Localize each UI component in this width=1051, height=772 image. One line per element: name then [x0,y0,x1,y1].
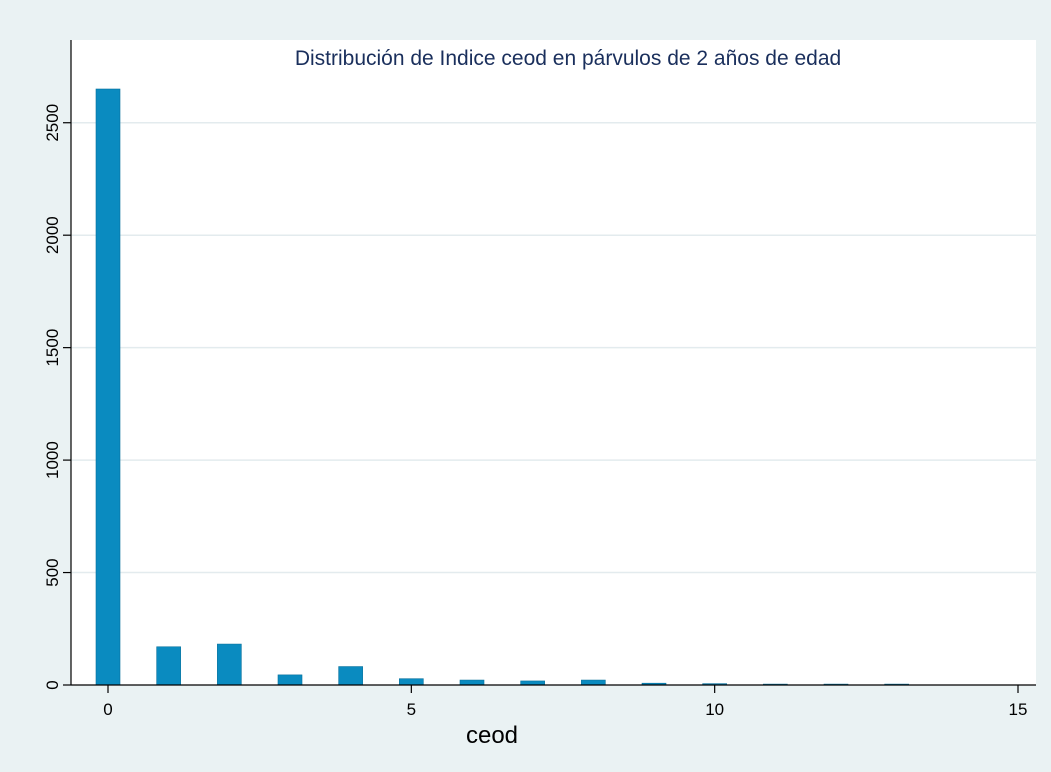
bars [95,88,909,686]
chart-title: Distribución de Indice ceod en párvulos … [295,47,841,70]
y-tick-label: 2500 [43,104,62,142]
y-tick-label: 500 [43,558,62,586]
y-tick-label: 1000 [43,441,62,479]
gridlines [71,121,1036,574]
bar [520,680,545,686]
x-tick-label: 5 [407,700,416,719]
x-ticks: 0 5 10 15 [103,685,1027,719]
x-tick-label: 15 [1009,700,1028,719]
bar [338,666,363,686]
bar [459,679,485,686]
plot-area [71,40,1036,685]
x-axis-title: ceod [466,722,518,749]
bar [581,679,606,686]
bar [277,674,303,686]
bar [217,643,242,686]
bar [399,678,424,686]
y-tick-label: 2000 [43,216,62,254]
y-tick-label: 0 [43,680,62,689]
y-ticks: 0 500 1000 1500 2000 2500 [43,104,71,690]
y-tick-label: 1500 [43,329,62,367]
x-tick-label: 10 [705,700,724,719]
bar [95,88,121,686]
x-tick-label: 0 [103,700,112,719]
bar [156,646,181,686]
